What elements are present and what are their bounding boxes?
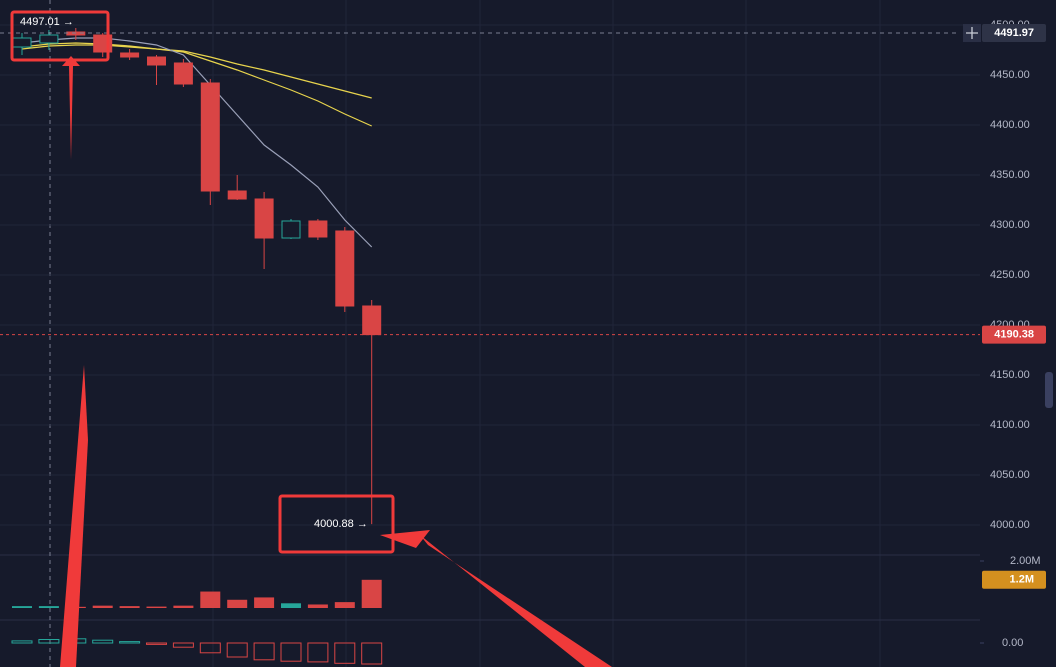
indicator-bar <box>92 639 114 644</box>
indicator-bar <box>199 642 221 654</box>
volume-bar <box>12 606 32 608</box>
volume-bar <box>254 597 275 608</box>
volume-bar <box>281 603 301 608</box>
indicator-bar <box>334 642 356 664</box>
volume-bar <box>173 605 194 608</box>
candle-body <box>147 56 166 66</box>
last-price-label-bg <box>982 325 1046 344</box>
highlight-box <box>278 494 395 554</box>
arrow-head <box>380 530 430 548</box>
indicator-bar <box>307 642 329 663</box>
y-tick-label: 4000.00 <box>990 519 1030 531</box>
arrow-head <box>62 56 80 66</box>
candle-body <box>254 198 274 239</box>
y-tick-label: 0.00 <box>1002 637 1023 649</box>
volume-bar <box>334 602 355 608</box>
indicator-bar <box>38 639 60 644</box>
y-tick-label: 4100.00 <box>990 419 1030 431</box>
indicator-bar <box>253 642 275 661</box>
volume-bar <box>92 605 113 608</box>
volume-bar <box>361 579 382 608</box>
candle-body <box>362 305 382 336</box>
last-price-label: 4190.38 <box>994 329 1034 341</box>
crosshair-price-label: 4491.97 <box>994 27 1034 39</box>
y-tick-label: 4150.00 <box>990 369 1030 381</box>
arrow-shaft <box>69 66 73 160</box>
candle-body <box>12 37 32 48</box>
arrow-shaft <box>60 365 88 667</box>
volume-bar <box>146 606 167 608</box>
volume-bar <box>307 604 328 608</box>
volume-bar <box>227 599 248 608</box>
last-volume-label: 1.2M <box>1010 574 1034 586</box>
y-tick-label: 4250.00 <box>990 269 1030 281</box>
plus-icon <box>966 27 978 40</box>
highlight-box <box>10 10 110 62</box>
low-annotation: 4000.88 → <box>314 518 368 530</box>
plot <box>0 24 984 665</box>
y-tick-label: 4450.00 <box>990 69 1030 81</box>
y-tick-label: 4300.00 <box>990 219 1030 231</box>
crosshair-price-label-bg <box>982 24 1046 43</box>
candle-body <box>173 62 193 85</box>
candle-body <box>200 82 220 192</box>
indicator-bar <box>361 642 383 665</box>
y-tick-label: 2.00M <box>1010 555 1041 567</box>
y-tick-label: 4050.00 <box>990 469 1030 481</box>
volume-bar <box>200 591 221 608</box>
moving-average <box>21 37 373 248</box>
moving-average <box>21 42 372 99</box>
y-tick-label: 4350.00 <box>990 169 1030 181</box>
candle-body <box>227 190 247 200</box>
indicator-bar <box>11 640 33 644</box>
moving-average <box>21 44 372 127</box>
annotations: 4497.01 → 4000.88 → <box>10 10 612 667</box>
high-annotation: 4497.01 → <box>20 16 74 28</box>
candle-body <box>335 230 355 307</box>
indicator-bar <box>119 641 141 644</box>
grid <box>0 0 980 667</box>
indicator-bar <box>280 642 302 662</box>
volume-bar <box>38 606 59 608</box>
indicator-bar <box>146 642 167 645</box>
indicator-bar <box>226 642 248 658</box>
volume-bar <box>119 606 140 608</box>
candle-body <box>120 52 140 58</box>
y-tick-label: 4400.00 <box>990 119 1030 131</box>
candle-body <box>39 34 59 44</box>
last-volume-label-bg <box>982 570 1046 589</box>
candle-body <box>281 220 301 239</box>
indicator-bar <box>172 642 194 648</box>
candle-body <box>308 220 328 238</box>
scroll-handle[interactable] <box>1045 372 1053 408</box>
